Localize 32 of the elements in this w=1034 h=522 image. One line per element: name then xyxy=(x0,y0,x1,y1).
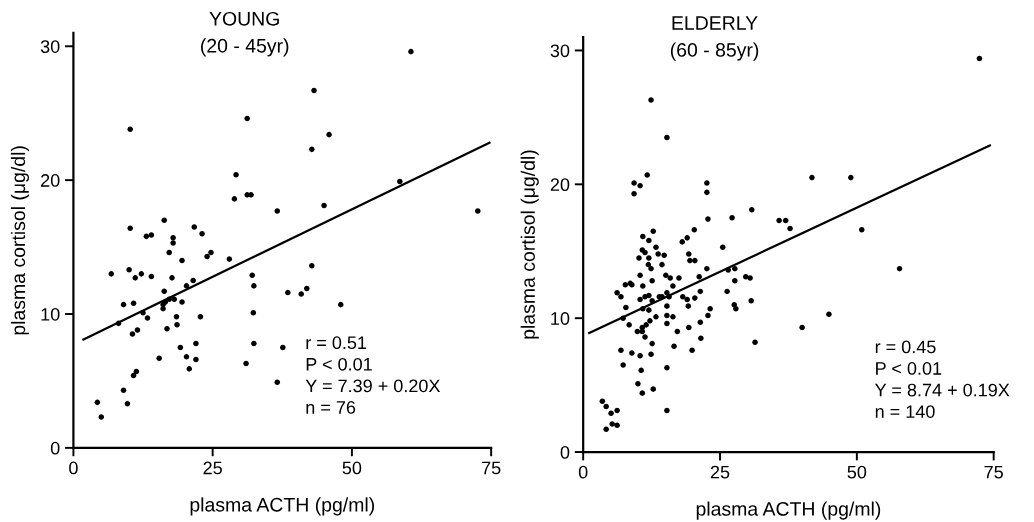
x-axis-title: plasma ACTH (pg/ml) xyxy=(190,497,374,516)
y-tick-label: 20 xyxy=(41,174,60,187)
annotation: r = 0.45 xyxy=(875,340,936,354)
x-tick-label: 0 xyxy=(578,465,588,479)
x-tick-label: 0 xyxy=(69,461,78,475)
y-tick-label: 30 xyxy=(550,44,570,58)
y-tick-label: 20 xyxy=(550,178,570,192)
chart-subtitle: (20 - 45yr) xyxy=(201,38,289,57)
annotation: Y = 7.39 + 0.20X xyxy=(305,379,441,393)
annotation: P < 0.01 xyxy=(306,357,372,371)
y-tick-label: 0 xyxy=(560,445,570,459)
annotation: n = 140 xyxy=(875,405,935,419)
chart-subtitle: (60 - 85yr) xyxy=(670,42,759,61)
y-axis-title: plasma cortisol (μg/dl) xyxy=(10,146,30,335)
annotation: P < 0.01 xyxy=(876,362,942,375)
chart-title: ELDERLY xyxy=(672,16,758,30)
annotation: Y = 8.74 + 0.19X xyxy=(875,383,1010,397)
annotation: n = 76 xyxy=(306,401,356,414)
y-tick-label: 10 xyxy=(551,312,570,325)
x-tick-label: 25 xyxy=(203,461,222,475)
x-tick-label: 75 xyxy=(984,465,1003,479)
y-tick-label: 30 xyxy=(40,40,60,53)
annotation: r = 0.51 xyxy=(306,336,367,350)
x-tick-label: 75 xyxy=(482,461,501,475)
x-tick-label: 25 xyxy=(710,465,730,479)
y-tick-label: 0 xyxy=(50,441,60,455)
y-axis-title: plasma cortisol (μg/dl) xyxy=(520,150,539,339)
y-tick-label: 10 xyxy=(41,307,60,321)
x-axis-title: plasma ACTH (pg/ml) xyxy=(696,501,881,520)
x-tick-label: 50 xyxy=(342,461,362,475)
x-tick-label: 50 xyxy=(847,465,867,479)
chart-title: YOUNG xyxy=(209,11,279,26)
